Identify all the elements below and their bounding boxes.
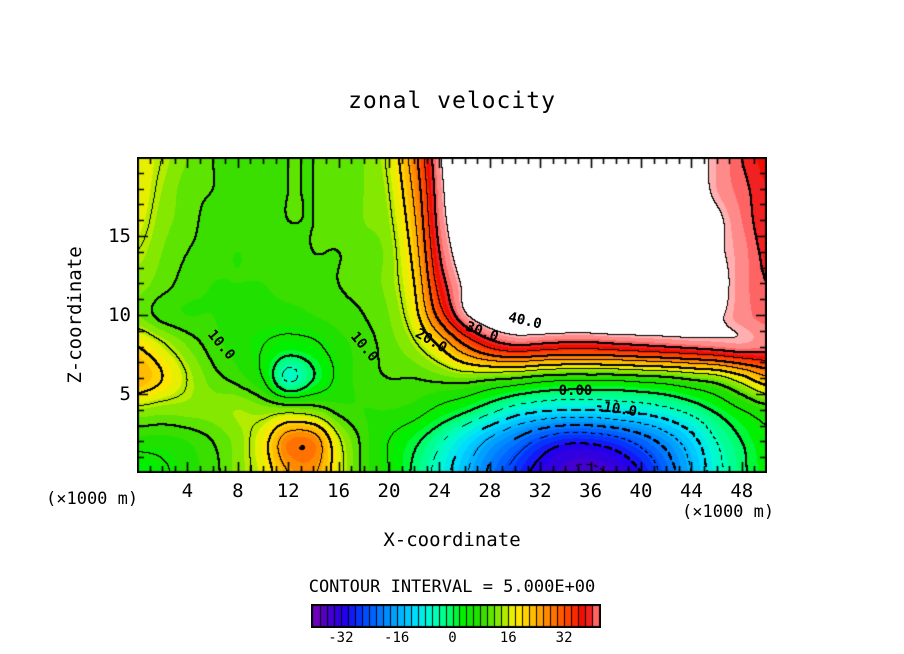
x-tick-label: 4 [181,480,194,502]
plot-title: zonal velocity [348,88,556,114]
x-tick-label: 40 [629,480,653,502]
x-axis-label: X-coordinate [383,529,521,551]
x-tick-label: 32 [528,480,552,502]
x-tick-label: 28 [478,480,502,502]
colorbar-canvas [311,604,601,628]
x-tick-label: 20 [377,480,401,502]
x-tick-label: 12 [276,480,300,502]
y-tick-label: 15 [108,225,131,247]
contour-plot-canvas [137,157,767,473]
colorbar-tick-label: 32 [555,630,573,646]
colorbar-tick-label: 16 [499,630,517,646]
colorbar-tick-label: -32 [328,630,354,646]
x-tick-label: 44 [679,480,703,502]
x-tick-label: 16 [327,480,351,502]
x-axis-unit-left: (×1000 m) [46,489,139,509]
y-tick-label: 10 [108,304,131,326]
colorbar-tick-label: 0 [448,630,457,646]
colorbar-tick-label: -16 [384,630,410,646]
x-axis-unit-right: (×1000 m) [682,502,775,522]
x-tick-label: 24 [427,480,451,502]
contour-interval-text: CONTOUR INTERVAL = 5.000E+00 [308,577,596,597]
contour-line-label: 0.00 [558,382,593,399]
y-axis-label: Z-coordinate [64,246,86,384]
x-tick-label: 48 [730,480,754,502]
x-tick-label: 36 [579,480,603,502]
y-tick-label: 5 [119,383,131,405]
x-tick-label: 8 [232,480,244,502]
